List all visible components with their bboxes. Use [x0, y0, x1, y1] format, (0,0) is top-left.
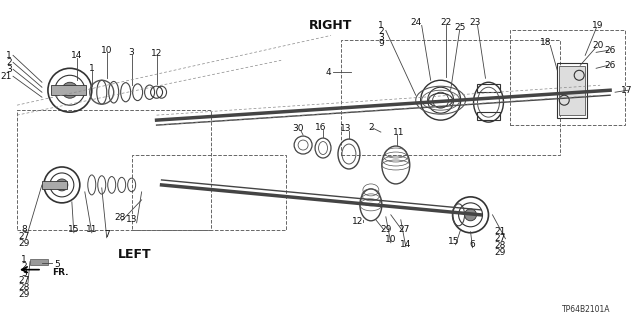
Text: 18: 18	[540, 38, 551, 47]
Text: 2: 2	[21, 262, 27, 271]
Text: 7: 7	[104, 230, 109, 239]
Text: 13: 13	[126, 215, 138, 224]
Text: 2: 2	[368, 123, 374, 132]
Text: 22: 22	[440, 18, 451, 27]
Text: 3: 3	[378, 33, 384, 42]
Text: 26: 26	[604, 46, 616, 55]
Text: 27: 27	[19, 276, 29, 285]
Text: 25: 25	[454, 23, 465, 32]
Text: LEFT: LEFT	[118, 248, 152, 261]
Text: 14: 14	[400, 240, 412, 249]
Text: 1: 1	[6, 51, 12, 60]
Text: 16: 16	[316, 123, 327, 132]
Bar	[42, 181, 67, 189]
Text: 2: 2	[378, 27, 383, 36]
Text: 10: 10	[101, 46, 113, 55]
Circle shape	[62, 82, 78, 98]
Text: 12: 12	[352, 217, 364, 226]
Text: 1: 1	[89, 64, 95, 73]
Text: 3: 3	[129, 48, 134, 57]
Text: FR.: FR.	[52, 268, 68, 277]
Text: 5: 5	[54, 260, 60, 269]
Text: 3: 3	[21, 269, 27, 278]
Text: 28: 28	[114, 213, 125, 222]
Bar	[559, 66, 585, 115]
Text: 21: 21	[1, 72, 12, 81]
Text: 6: 6	[470, 240, 476, 249]
Text: 20: 20	[593, 41, 604, 50]
Text: 29: 29	[495, 248, 506, 257]
Text: 27: 27	[495, 234, 506, 243]
Text: 15: 15	[448, 237, 460, 246]
Bar	[511, 30, 625, 125]
Bar	[557, 63, 587, 118]
Text: 29: 29	[380, 225, 392, 234]
Bar	[477, 84, 500, 92]
Text: 10: 10	[385, 235, 397, 244]
Text: 26: 26	[604, 61, 616, 70]
Text: TP64B2101A: TP64B2101A	[561, 305, 610, 314]
Text: 8: 8	[21, 225, 27, 234]
Text: 29: 29	[19, 290, 29, 299]
Text: 24: 24	[410, 18, 421, 27]
Text: 11: 11	[86, 225, 97, 234]
Text: 27: 27	[19, 232, 29, 241]
Text: 19: 19	[593, 21, 604, 30]
Bar	[51, 85, 86, 95]
Text: 28: 28	[19, 283, 29, 292]
Text: 13: 13	[340, 124, 352, 132]
Bar	[132, 155, 286, 230]
Bar	[341, 40, 560, 155]
Text: 2: 2	[6, 58, 12, 67]
Text: 30: 30	[292, 124, 304, 132]
Text: 9: 9	[378, 39, 384, 48]
Text: 4: 4	[325, 68, 331, 77]
Text: 17: 17	[621, 86, 632, 95]
Text: 14: 14	[71, 51, 83, 60]
Text: 3: 3	[6, 65, 12, 74]
Text: RIGHT: RIGHT	[309, 19, 353, 32]
Bar	[30, 259, 48, 265]
Text: 1: 1	[378, 21, 384, 30]
Text: 15: 15	[68, 225, 79, 234]
Text: 1: 1	[21, 255, 27, 264]
Circle shape	[56, 179, 68, 191]
Circle shape	[465, 209, 477, 221]
Text: 12: 12	[151, 49, 163, 58]
Bar	[477, 112, 500, 120]
Text: 11: 11	[393, 128, 404, 137]
Bar	[17, 110, 211, 230]
Text: 29: 29	[19, 239, 29, 248]
Text: 28: 28	[495, 241, 506, 250]
Text: 21: 21	[495, 227, 506, 236]
Text: 27: 27	[398, 225, 410, 234]
Text: 23: 23	[470, 18, 481, 27]
